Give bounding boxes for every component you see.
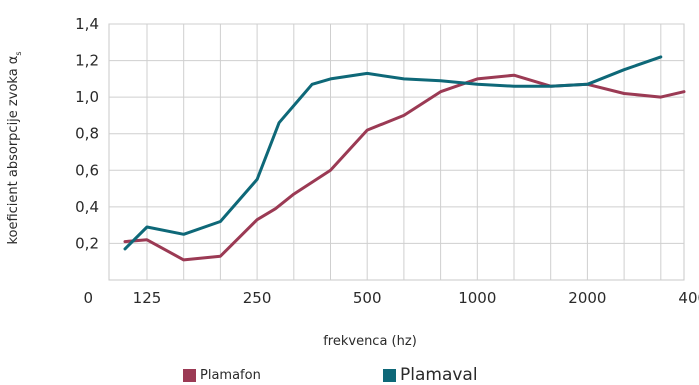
legend-label-plamaval: Plamaval <box>400 365 478 385</box>
grid <box>108 23 685 281</box>
chart: 0 0,2 0,4 0,6 0,8 1,0 1,2 1,4 125 250 500 1000 2000… <box>6 15 699 349</box>
x-tick-label: 250 <box>243 289 272 307</box>
y-tick-label: 0,4 <box>75 198 99 216</box>
legend-item-plamaval: Plamaval <box>383 365 478 385</box>
y-tick-label: 0 <box>83 289 93 307</box>
y-tick-label: 0,6 <box>75 161 99 179</box>
x-tick-label: 1000 <box>458 289 496 307</box>
y-tick-label: 1,0 <box>75 88 99 106</box>
y-axis-title-main: koeficient absorpcije zvoka α <box>6 56 21 245</box>
legend-swatch-plamaval <box>383 369 396 382</box>
series-lines <box>123 55 686 262</box>
x-tick-label: 500 <box>353 289 382 307</box>
y-tick-label: 1,4 <box>75 15 99 33</box>
x-axis-title: frekvenca (hz) <box>323 334 417 349</box>
series-line-plamafon <box>123 73 686 262</box>
x-tick-labels: 125 250 500 1000 2000 4000 <box>133 289 699 307</box>
x-tick-label: 2000 <box>568 289 606 307</box>
y-axis-title: koeficient absorpcije zvoka αs <box>6 51 23 244</box>
x-tick-label: 4000 <box>678 289 699 307</box>
legend-swatch-plamafon <box>183 369 196 382</box>
legend-label-plamafon: Plamafon <box>200 368 261 383</box>
y-axis-title-subscript: s <box>14 51 23 55</box>
plot-frame <box>108 23 685 281</box>
series-line-plamaval <box>123 55 663 251</box>
y-tick-label: 1,2 <box>75 52 99 70</box>
legend-item-plamafon: Plamafon <box>183 368 261 383</box>
y-tick-label: 0,8 <box>75 125 99 143</box>
y-tick-label: 0,2 <box>75 234 99 252</box>
legend: Plamafon Plamaval <box>0 365 699 385</box>
y-tick-labels: 0 0,2 0,4 0,6 0,8 1,0 1,2 1,4 <box>75 15 99 307</box>
x-tick-label: 125 <box>133 289 162 307</box>
